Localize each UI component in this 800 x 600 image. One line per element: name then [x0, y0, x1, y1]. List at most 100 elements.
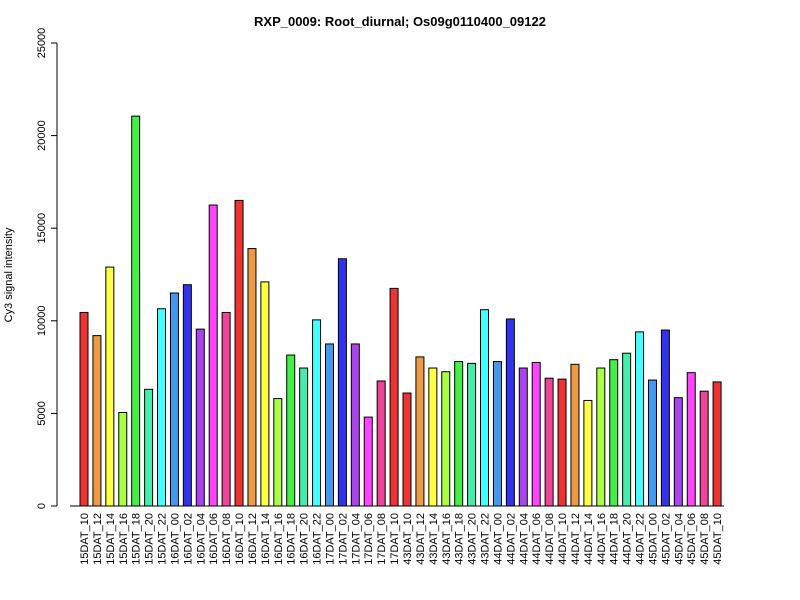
x-tick-label: 15DAT_16: [118, 513, 130, 565]
bars-group: [79, 115, 722, 507]
bar: [673, 397, 683, 507]
bar: [324, 343, 334, 507]
x-tick-label: 45DAT_00: [647, 513, 659, 565]
x-tick-label: 17DAT_02: [337, 513, 349, 565]
bar: [92, 335, 102, 507]
bar: [118, 411, 128, 507]
y-tick-label: 5000: [36, 401, 48, 425]
x-tick-label: 15DAT_18: [131, 513, 143, 565]
bar: [337, 258, 347, 507]
bar: [350, 343, 360, 507]
bar: [544, 377, 554, 507]
bar: [312, 319, 322, 507]
bar: [699, 390, 709, 507]
bar: [286, 354, 296, 507]
bar: [169, 292, 179, 507]
x-tick-label: 43DAT_18: [454, 513, 466, 565]
x-tick-label: 44DAT_18: [609, 513, 621, 565]
x-tick-label: 43DAT_10: [402, 513, 414, 565]
bar: [467, 362, 477, 507]
bar: [299, 367, 309, 507]
x-tick-label: 16DAT_02: [182, 513, 194, 565]
x-tick-label: 16DAT_06: [208, 513, 220, 565]
bar: [647, 379, 657, 507]
chart-title: RXP_0009: Root_diurnal; Os09g0110400_091…: [254, 14, 546, 29]
bar: [144, 388, 154, 507]
x-tick-label: 44DAT_20: [622, 513, 634, 565]
bar: [105, 266, 115, 507]
x-tick-label: 16DAT_18: [286, 513, 298, 565]
x-tick-label: 17DAT_06: [363, 513, 375, 565]
x-tick-label: 16DAT_14: [260, 513, 272, 565]
bar: [596, 367, 606, 507]
x-tick-label: 16DAT_10: [234, 513, 246, 565]
x-tick-label: 44DAT_12: [570, 513, 582, 565]
y-tick-label: 20000: [36, 120, 48, 151]
x-axis-labels: 15DAT_10 15DAT_12 15DAT_14 15DAT_16 15DAT_18…: [79, 513, 724, 565]
x-tick-label: 17DAT_10: [389, 513, 401, 565]
x-tick-label: 17DAT_08: [376, 513, 388, 565]
bar: [376, 380, 386, 507]
bar: [260, 281, 270, 507]
x-tick-label: 43DAT_20: [467, 513, 479, 565]
bar: [505, 318, 515, 507]
x-tick-label: 16DAT_20: [299, 513, 311, 565]
x-tick-label: 45DAT_06: [686, 513, 698, 565]
x-tick-label: 45DAT_04: [673, 513, 685, 565]
x-tick-label: 15DAT_14: [105, 513, 117, 565]
bar: [195, 328, 205, 507]
x-tick-label: 15DAT_10: [79, 513, 91, 565]
bar: [480, 309, 490, 507]
x-tick-label: 44DAT_10: [557, 513, 569, 565]
x-tick-label: 43DAT_22: [480, 513, 492, 565]
x-tick-label: 16DAT_22: [312, 513, 324, 565]
bar: [518, 367, 528, 507]
y-tick-label: 0: [36, 503, 48, 509]
x-tick-label: 44DAT_22: [635, 513, 647, 565]
bar: [441, 371, 451, 507]
y-axis-title: Cy3 signal intensity: [3, 227, 15, 322]
bar: [531, 361, 541, 507]
bar: [234, 199, 244, 507]
bar: [428, 367, 438, 507]
x-tick-label: 44DAT_00: [492, 513, 504, 565]
x-tick-label: 15DAT_12: [92, 513, 104, 565]
bar: [609, 359, 619, 507]
x-tick-label: 44DAT_16: [596, 513, 608, 565]
x-tick-label: 16DAT_00: [169, 513, 181, 565]
x-tick-label: 44DAT_14: [583, 513, 595, 565]
bar: [583, 399, 593, 507]
bar: [273, 398, 283, 507]
x-tick-label: 44DAT_08: [544, 513, 556, 565]
x-tick-label: 43DAT_16: [441, 513, 453, 565]
bar: [622, 352, 632, 507]
x-tick-label: 16DAT_16: [273, 513, 285, 565]
x-tick-label: 44DAT_02: [505, 513, 517, 565]
x-tick-label: 16DAT_04: [195, 513, 207, 565]
y-tick-label: 25000: [36, 28, 48, 59]
bar: [247, 248, 257, 507]
bar: [208, 204, 218, 507]
bar: [157, 308, 167, 507]
bar: [182, 284, 192, 507]
x-tick-label: 45DAT_08: [699, 513, 711, 565]
bar: [557, 378, 567, 507]
bar: [131, 115, 141, 507]
x-tick-label: 45DAT_02: [660, 513, 672, 565]
x-tick-label: 17DAT_04: [350, 513, 362, 565]
x-tick-label: 15DAT_20: [144, 513, 156, 565]
bar: [570, 363, 580, 507]
x-tick-label: 44DAT_06: [531, 513, 543, 565]
bar: [415, 356, 425, 507]
bar: [660, 329, 670, 507]
x-tick-label: 45DAT_10: [712, 513, 724, 565]
bar: [363, 416, 373, 507]
x-tick-label: 16DAT_08: [221, 513, 233, 565]
bar: [686, 372, 696, 507]
y-axis-ticks: 0 5000 10000 15000 20000 25000: [36, 28, 57, 509]
y-tick-label: 10000: [36, 306, 48, 337]
x-tick-label: 44DAT_04: [518, 513, 530, 565]
bar: [635, 331, 645, 507]
bar: [492, 361, 502, 507]
